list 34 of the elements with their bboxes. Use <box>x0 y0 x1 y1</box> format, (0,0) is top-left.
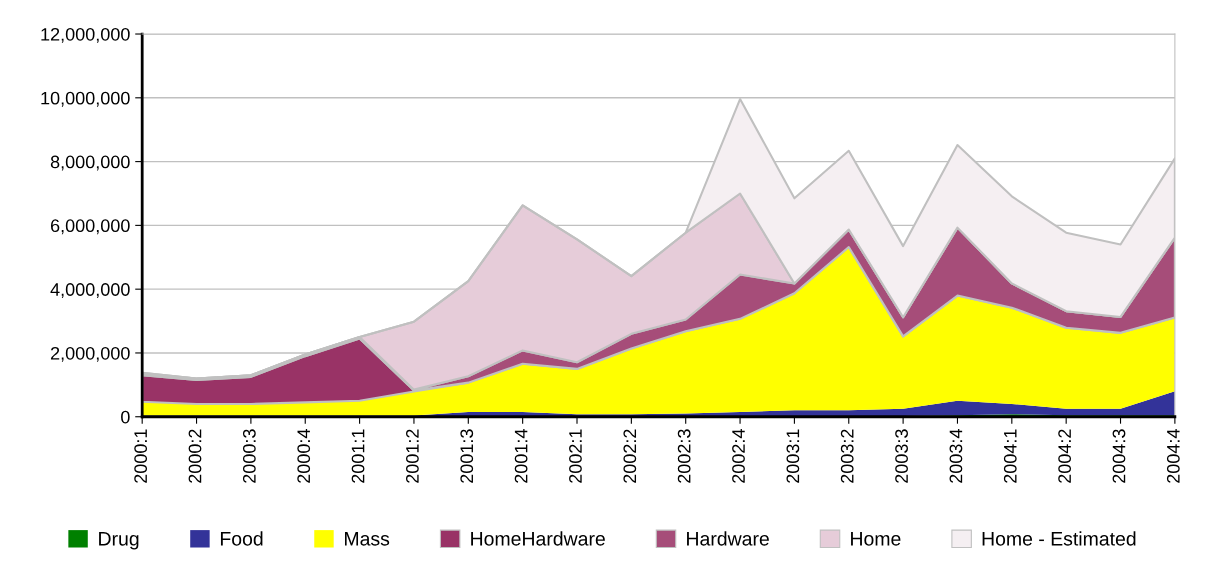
x-tick-label: 2003:1 <box>786 429 800 483</box>
x-tick-label: 2004:2 <box>1058 429 1072 483</box>
x-tick-label: 2002:4 <box>732 429 745 483</box>
x-tick-label: 2002:3 <box>677 429 691 483</box>
y-tick-label: 10,000,000 <box>41 91 130 107</box>
x-tick-label: 2000:3 <box>242 429 256 483</box>
x-tick-label: 2000:2 <box>188 429 202 483</box>
x-tick-label: 2004:3 <box>1112 429 1126 483</box>
legend-label: Home <box>851 532 901 546</box>
x-tick-label: 2001:2 <box>406 429 419 483</box>
x-tick-label: 2001:1 <box>351 429 365 483</box>
legend-label: Mass <box>345 532 390 546</box>
x-tick-label: 2001:3 <box>460 429 474 483</box>
y-tick-label: 0 <box>121 410 130 424</box>
legend-label: Home - Estimated <box>982 531 1136 546</box>
legend-label: Hardware <box>687 531 769 546</box>
legend-label: HomeHardware <box>471 531 605 546</box>
x-tick-label: 2002:2 <box>623 429 637 483</box>
x-tick-label: 2003:3 <box>895 429 908 483</box>
x-tick-label: 2004:1 <box>1003 429 1017 483</box>
y-tick-label: 12,000,000 <box>41 27 130 43</box>
x-tick-label: 2000:1 <box>134 429 148 483</box>
legend-label: Drug <box>99 532 139 550</box>
x-tick-label: 2004:4 <box>1166 429 1180 483</box>
y-tick-label: 4,000,000 <box>50 283 130 299</box>
x-tick-label: 2002:1 <box>569 429 582 483</box>
x-tick-label: 2001:4 <box>514 429 528 483</box>
x-tick-label: 2000:4 <box>297 429 311 483</box>
y-tick-label: 2,000,000 <box>50 346 130 362</box>
legend-label: Food <box>220 531 263 546</box>
x-tick-label: 2003:4 <box>949 429 963 483</box>
x-tick-label: 2003:2 <box>840 429 854 483</box>
y-tick-label: 8,000,000 <box>50 155 130 171</box>
y-tick-label: 6,000,000 <box>50 219 130 235</box>
